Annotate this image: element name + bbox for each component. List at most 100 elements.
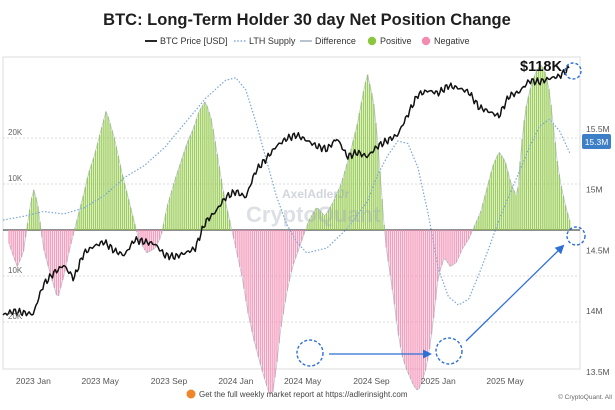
difference-bar-14 <box>37 206 39 230</box>
difference-bar-153 <box>323 215 326 230</box>
difference-bar-107 <box>228 219 231 230</box>
difference-bar-224 <box>469 230 472 235</box>
difference-bar-11 <box>31 197 33 230</box>
difference-bar-152 <box>321 213 324 230</box>
left-tick-label-0: 20K <box>8 128 23 137</box>
difference-bar-122 <box>259 230 262 365</box>
difference-bar-120 <box>255 230 258 350</box>
difference-bar-121 <box>257 230 260 357</box>
difference-bar-9 <box>26 223 29 230</box>
difference-bar-130 <box>276 230 278 363</box>
difference-bar-199 <box>418 230 420 389</box>
difference-bar-164 <box>346 163 348 230</box>
annotation-arrow-diagonal <box>465 244 565 342</box>
difference-bar-158 <box>333 198 336 230</box>
annotation-circle-dec2023 <box>296 339 324 367</box>
difference-bar-211 <box>443 230 445 260</box>
difference-bar-241 <box>507 171 509 230</box>
current-supply-badge <box>582 134 611 149</box>
legend-btc-price-label: BTC Price [USD] <box>160 36 228 46</box>
difference-bar-20 <box>49 230 51 274</box>
difference-bar-196 <box>412 230 414 385</box>
difference-bar-17 <box>43 230 45 251</box>
watermark-author: AxelAdlerJr <box>282 187 350 201</box>
difference-bar-191 <box>401 230 404 358</box>
x-tick-label-3: 2024 Jan <box>218 376 253 386</box>
difference-bar-256 <box>537 67 540 230</box>
difference-bar-76 <box>164 213 167 230</box>
difference-bar-210 <box>441 230 443 266</box>
difference-bar-129 <box>274 230 276 378</box>
difference-bar-154 <box>325 213 328 230</box>
right-tick-label-0: 15.5M <box>586 124 610 134</box>
difference-bar-71 <box>154 230 157 248</box>
difference-bar-101 <box>216 153 218 230</box>
difference-bar-265 <box>556 161 558 230</box>
difference-bar-201 <box>422 230 424 378</box>
difference-bar-42 <box>94 150 97 230</box>
difference-bar-110 <box>235 230 237 249</box>
difference-bar-187 <box>393 230 396 305</box>
difference-bar-111 <box>237 230 239 258</box>
difference-bar-267 <box>560 186 563 230</box>
difference-bar-177 <box>373 104 375 230</box>
difference-bar-167 <box>352 140 354 230</box>
x-tick-label-2: 2023 Sep <box>151 376 188 386</box>
difference-bar-183 <box>385 230 387 248</box>
difference-bar-195 <box>410 230 412 380</box>
difference-bar-16 <box>41 230 43 238</box>
difference-bar-98 <box>210 118 212 230</box>
difference-bar-78 <box>169 197 171 230</box>
difference-bar-37 <box>84 187 87 230</box>
difference-bar-59 <box>129 207 132 230</box>
difference-bar-104 <box>222 191 225 230</box>
difference-bar-198 <box>416 230 418 390</box>
difference-bar-58 <box>127 199 130 230</box>
difference-bar-0 <box>8 230 10 244</box>
difference-bar-68 <box>148 230 150 252</box>
difference-bar-61 <box>134 223 136 230</box>
difference-bar-249 <box>523 120 525 230</box>
difference-bar-145 <box>307 223 309 230</box>
difference-bar-131 <box>278 230 280 344</box>
difference-bar-106 <box>226 210 229 230</box>
difference-bar-142 <box>300 230 303 241</box>
difference-bar-186 <box>391 230 394 290</box>
difference-bar-160 <box>338 189 340 230</box>
right-axis: 15.5M 15M 14.5M 14M 13.5M <box>586 124 610 377</box>
difference-bar-125 <box>265 230 268 386</box>
lth-supply-line <box>2 77 571 306</box>
difference-bar-180 <box>379 171 381 230</box>
difference-bar-36 <box>82 195 84 230</box>
difference-bar-80 <box>173 183 175 230</box>
difference-bar-209 <box>439 230 441 272</box>
difference-bar-161 <box>340 184 342 230</box>
difference-bar-81 <box>175 176 177 230</box>
difference-bar-222 <box>465 230 468 243</box>
annotation-circle-top <box>564 62 582 80</box>
difference-bar-77 <box>167 204 169 230</box>
difference-bar-45 <box>101 127 103 230</box>
difference-bar-200 <box>420 230 422 384</box>
difference-bar-90 <box>193 125 196 230</box>
difference-bar-140 <box>296 230 299 253</box>
difference-bar-73 <box>158 230 161 240</box>
right-tick-label-1: 15M <box>586 185 603 195</box>
difference-bar-5 <box>18 230 21 262</box>
difference-bar-150 <box>317 208 319 230</box>
difference-bar-240 <box>505 163 507 230</box>
difference-bar-171 <box>360 102 363 230</box>
difference-bar-97 <box>208 111 210 230</box>
difference-bar-146 <box>309 218 311 230</box>
difference-bar-243 <box>511 185 513 230</box>
difference-bar-115 <box>245 230 247 302</box>
difference-bar-92 <box>197 112 200 230</box>
difference-bar-159 <box>336 193 338 230</box>
difference-bar-213 <box>447 230 449 264</box>
difference-bar-141 <box>298 230 301 247</box>
difference-bar-252 <box>529 88 532 230</box>
difference-bar-128 <box>272 230 274 392</box>
footer-text: Get the full weekly market report at htt… <box>199 390 408 399</box>
difference-bar-178 <box>375 122 377 230</box>
